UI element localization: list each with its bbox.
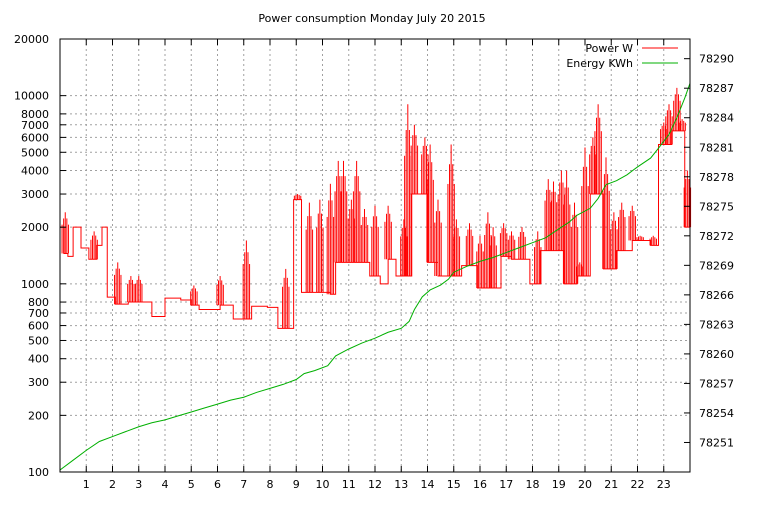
y-left-tick-label: 800 — [28, 296, 49, 309]
y-right-tick-label: 78257 — [699, 377, 734, 390]
y-left-tick-label: 2000 — [21, 221, 49, 234]
x-tick-label: 19 — [552, 478, 566, 491]
y-left-tick-label: 700 — [28, 307, 49, 320]
x-tick-label: 7 — [240, 478, 247, 491]
x-tick-label: 12 — [368, 478, 382, 491]
y-right-tick-label: 78263 — [699, 318, 734, 331]
x-tick-label: 3 — [135, 478, 142, 491]
x-tick-label: 15 — [447, 478, 461, 491]
y-right-tick-label: 78287 — [699, 82, 734, 95]
x-tick-label: 9 — [293, 478, 300, 491]
y-left-tick-label: 4000 — [21, 165, 49, 178]
x-tick-label: 16 — [473, 478, 487, 491]
y-left-tick-label: 7000 — [21, 119, 49, 132]
energy-series-line — [59, 83, 691, 471]
y-right-tick-label: 78275 — [699, 200, 734, 213]
y-left-tick-label: 500 — [28, 334, 49, 347]
legend-label: Power W — [585, 42, 633, 55]
x-tick-label: 5 — [188, 478, 195, 491]
y-right-tick-label: 78269 — [699, 259, 734, 272]
y-right-tick-label: 78284 — [699, 112, 734, 125]
y-right-tick-label: 78281 — [699, 141, 734, 154]
x-tick-label: 18 — [526, 478, 540, 491]
y-left-tick-label: 600 — [28, 320, 49, 333]
grid-lines — [60, 39, 690, 472]
y-left-tick-label: 20000 — [14, 33, 49, 46]
y-left-tick-label: 300 — [28, 376, 49, 389]
y-left-tick-label: 10000 — [14, 90, 49, 103]
y-right-tick-label: 78251 — [699, 436, 734, 449]
legend-label: Energy KWh — [566, 57, 633, 70]
x-tick-label: 1 — [83, 478, 90, 491]
x-tick-label: 11 — [342, 478, 356, 491]
x-tick-label: 6 — [214, 478, 221, 491]
x-tick-label: 17 — [499, 478, 513, 491]
x-tick-label: 20 — [578, 478, 592, 491]
x-tick-label: 22 — [631, 478, 645, 491]
x-tick-label: 2 — [109, 478, 116, 491]
x-tick-label: 10 — [316, 478, 330, 491]
y-right-tick-label: 78260 — [699, 348, 734, 361]
x-tick-label: 23 — [657, 478, 671, 491]
y-left-tick-label: 200 — [28, 409, 49, 422]
y-right-tick-label: 78278 — [699, 171, 734, 184]
y-left-tick-label: 8000 — [21, 108, 49, 121]
y-left-tick-label: 400 — [28, 353, 49, 366]
y-left-tick-label: 1000 — [21, 278, 49, 291]
x-tick-label: 4 — [162, 478, 169, 491]
x-tick-label: 21 — [604, 478, 618, 491]
y-left-tick-label: 100 — [28, 466, 49, 479]
y-left-tick-label: 6000 — [21, 131, 49, 144]
y-right-tick-label: 78266 — [699, 289, 734, 302]
y-left-tick-label: 5000 — [21, 146, 49, 159]
y-right-tick-label: 78254 — [699, 407, 734, 420]
x-tick-label: 13 — [394, 478, 408, 491]
legend: Power W Energy KWh — [566, 42, 678, 70]
series-layer — [59, 83, 692, 471]
chart-title: Power consumption Monday July 20 2015 — [258, 12, 485, 25]
x-tick-label: 8 — [267, 478, 274, 491]
x-tick-label: 14 — [421, 478, 435, 491]
axes: 1 2 3 4 5 6 7 8 9 10 11 12 13 14 15 16 17 18 19 20 21 22 23100… — [14, 33, 734, 491]
y-right-tick-label: 78272 — [699, 230, 734, 243]
y-left-tick-label: 3000 — [21, 188, 49, 201]
y-right-tick-label: 78290 — [699, 53, 734, 66]
